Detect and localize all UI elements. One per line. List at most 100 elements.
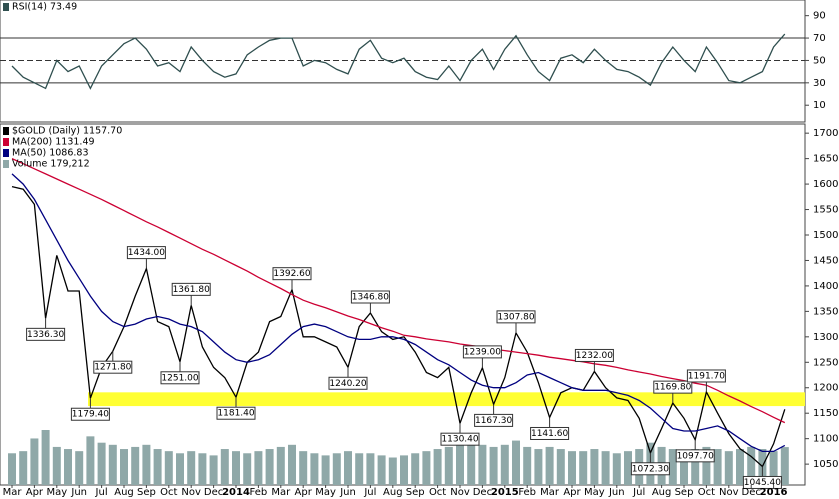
annotation-label: 1239.00	[464, 347, 501, 357]
y-tick-label: 50	[813, 55, 826, 66]
volume-bar	[131, 446, 140, 485]
volume-bar	[75, 451, 84, 485]
x-tick-label: Mar	[271, 487, 291, 498]
volume-bar	[601, 451, 610, 485]
series-line	[11, 173, 786, 453]
volume-bar	[736, 449, 744, 485]
x-tick-label: Apr	[295, 487, 313, 498]
volume-bar	[142, 444, 151, 485]
annotation-label: 1240.20	[329, 379, 366, 389]
legend-swatch	[3, 149, 9, 157]
annotation-label: 1141.60	[531, 429, 568, 439]
volume-bar	[388, 457, 397, 485]
volume-bar	[433, 449, 442, 485]
y-tick-label: 1700	[813, 128, 838, 139]
volume-bar	[299, 451, 308, 485]
x-tick-label: Mar	[540, 487, 560, 498]
volume-bar	[702, 446, 711, 485]
x-tick-label: Sep	[675, 487, 694, 498]
annotation-box	[93, 360, 133, 374]
annotation-label: 1072.30	[632, 464, 669, 474]
volume-bar	[52, 446, 61, 485]
x-tick-label: Apr	[26, 487, 44, 498]
x-tick-label: Dec	[473, 487, 492, 498]
annotation-label: 1307.80	[497, 312, 534, 322]
volume-bar	[97, 442, 106, 485]
support-band	[88, 392, 805, 407]
y-tick-label: 70	[813, 33, 826, 44]
volume-bar	[64, 449, 72, 485]
x-tick-label: Jul	[95, 487, 108, 498]
annotation-label: 1361.80	[173, 285, 210, 295]
volume-bar	[187, 451, 196, 485]
y-tick-label: 1650	[813, 154, 838, 165]
volume-bar	[691, 449, 700, 485]
volume-bar	[332, 453, 341, 485]
annotation-box	[653, 380, 693, 394]
x-tick-label: Dec	[204, 487, 223, 498]
annotation-box	[742, 475, 782, 489]
annotation-box	[26, 327, 66, 341]
volume-bar	[579, 451, 588, 485]
volume-bar	[534, 449, 543, 485]
y-tick-label: 1100	[813, 434, 838, 445]
x-tick-label: Apr	[563, 487, 581, 498]
volume-bar	[198, 453, 207, 485]
volume-bar	[321, 455, 330, 485]
volume-bar	[288, 444, 296, 485]
volume-bar	[467, 442, 476, 485]
annotation-box	[70, 407, 110, 421]
x-tick-label: Sep	[137, 487, 156, 498]
volume-bar	[41, 430, 50, 485]
y-tick-label: 1500	[813, 230, 838, 241]
annotation-box	[272, 267, 312, 281]
annotation-box	[574, 348, 614, 362]
x-tick-label: Oct	[160, 487, 177, 498]
x-tick-label: Dec	[742, 487, 761, 498]
volume-bar	[220, 449, 229, 485]
volume-bar	[108, 444, 117, 485]
volume-bar	[120, 449, 128, 485]
annotation-box	[630, 462, 670, 476]
annotation-label: 1232.00	[576, 351, 613, 361]
annotation-box	[126, 246, 166, 260]
volume-bar	[232, 451, 240, 485]
legend-label: Volume 179,212	[12, 159, 90, 170]
annotation-label: 1045.40	[744, 478, 781, 488]
annotation-box	[216, 406, 256, 420]
legend-label: MA(50) 1086.83	[12, 148, 89, 159]
volume-bar	[176, 453, 184, 485]
annotation-box	[171, 282, 211, 296]
annotation-label: 1130.40	[441, 435, 478, 445]
volume-bar	[624, 451, 632, 485]
series-line	[11, 33, 786, 90]
volume-bar	[153, 449, 162, 485]
legend-label: $GOLD (Daily) 1157.70	[12, 126, 122, 137]
y-tick-label: 1350	[813, 306, 838, 317]
rsi-panel	[0, 0, 806, 123]
annotation-label: 1179.40	[72, 410, 109, 420]
x-tick-label: 2014	[222, 487, 250, 498]
annotation-label: 1392.60	[273, 269, 310, 279]
annotation-label: 1167.30	[475, 416, 512, 426]
volume-bar	[254, 451, 263, 485]
annotation-box	[160, 371, 200, 385]
volume-bar	[713, 449, 722, 485]
annotation-box	[440, 432, 480, 446]
volume-bar	[680, 451, 688, 485]
annotation-label: 1251.00	[161, 373, 198, 383]
volume-bar	[209, 455, 218, 485]
y-tick-label: 1400	[813, 281, 838, 292]
x-tick-label: Oct	[698, 487, 715, 498]
x-tick-label: Feb	[250, 487, 268, 498]
y-tick-label: 1150	[813, 408, 838, 419]
x-tick-label: Sep	[406, 487, 425, 498]
volume-bar	[422, 451, 431, 485]
x-tick-label: Feb	[518, 487, 536, 498]
y-tick-label: 1450	[813, 255, 838, 266]
volume-bar	[747, 446, 756, 485]
x-tick-label: May	[46, 487, 67, 498]
volume-bar	[377, 455, 386, 485]
y-tick-label: 1550	[813, 205, 838, 216]
